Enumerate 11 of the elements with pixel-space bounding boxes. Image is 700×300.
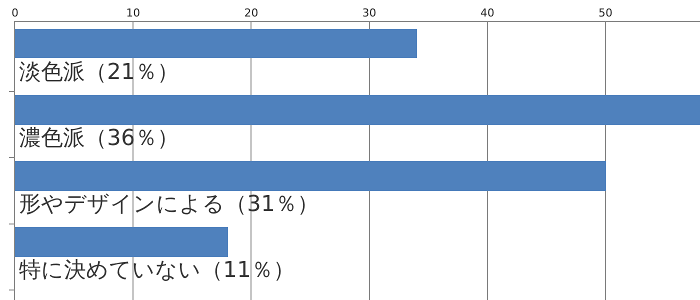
bar	[15, 95, 700, 125]
x-tick-label: 20	[244, 6, 258, 20]
x-tick-label: 0	[12, 6, 18, 20]
bar	[15, 29, 417, 58]
bar	[15, 161, 606, 191]
bar	[15, 227, 228, 257]
x-tick-label: 40	[480, 6, 494, 20]
x-tick-label: 30	[362, 6, 376, 20]
x-tick-label: 10	[126, 6, 140, 20]
y-tick-label: 特に決めていない（11％）	[19, 258, 295, 283]
x-tick-label: 50	[598, 6, 613, 20]
